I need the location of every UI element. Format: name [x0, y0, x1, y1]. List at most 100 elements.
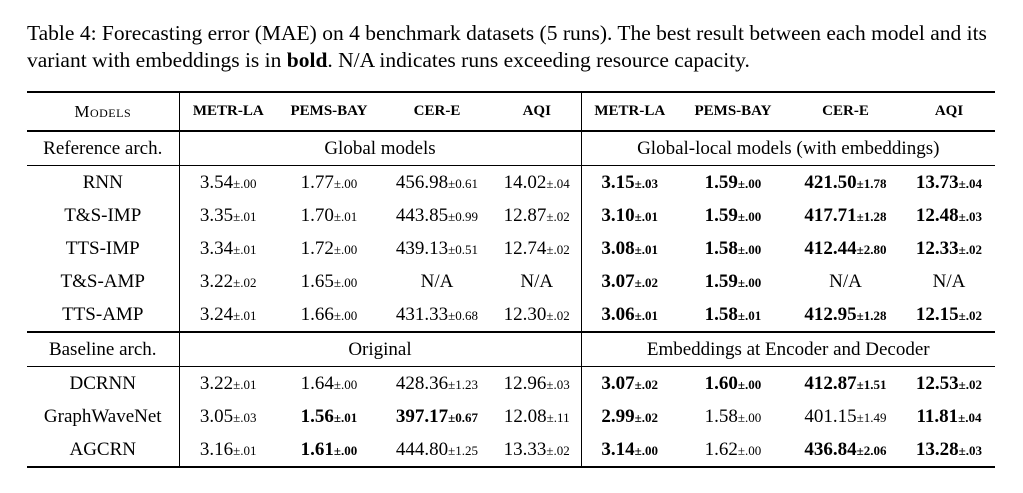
result-std: ±.01	[233, 307, 257, 323]
result-value: 11.81	[916, 405, 959, 427]
result-cell: 14.02±.04	[493, 165, 582, 199]
header-dataset: CER-E	[381, 91, 493, 131]
table-row: GraphWaveNet 3.05±.03 1.56±.01 397.17±0.67 1…	[27, 400, 995, 433]
result-cell: 1.70±.01	[277, 199, 381, 232]
result-std: ±2.80	[856, 241, 887, 257]
result-cell: 3.06±.01	[581, 298, 678, 332]
result-cell: 3.10±.01	[581, 199, 678, 232]
header-dataset: METR-LA	[581, 91, 678, 131]
result-value: 456.98	[395, 171, 449, 193]
result-value: 421.50	[804, 171, 857, 193]
result-std: ±.02	[958, 376, 983, 392]
result-std: ±.01	[737, 307, 762, 323]
result-std: ±.00	[737, 376, 762, 392]
result-cell: 1.65±.00	[277, 265, 381, 298]
result-std: ±.03	[634, 175, 659, 191]
result-value: 12.15	[915, 303, 959, 325]
result-value: N/A	[420, 270, 454, 292]
result-value: 12.30	[503, 303, 547, 325]
result-cell: 12.33±.02	[903, 232, 995, 265]
result-std: ±0.61	[448, 175, 479, 191]
result-value: 439.13	[395, 237, 449, 259]
table-row: AGCRN 3.16±.01 1.61±.00 444.80±1.25 13.33±.0…	[27, 433, 995, 468]
header-dataset: PEMS-BAY	[277, 91, 381, 131]
header-dataset: AQI	[493, 91, 582, 131]
table-row: T&S-AMP 3.22±.02 1.65±.00 N/A N/A 3.07±.02 1.5…	[27, 265, 995, 298]
result-value: 1.59	[704, 204, 738, 226]
result-cell: 3.34±.01	[179, 232, 277, 265]
result-value: 3.07	[601, 270, 635, 292]
result-std: ±1.28	[856, 307, 887, 323]
result-std: ±1.25	[448, 442, 479, 458]
section-right-title: Embeddings at Encoder and Decoder	[581, 331, 995, 367]
result-cell: 1.60±.00	[678, 366, 788, 400]
model-name: TTS-IMP	[27, 232, 180, 265]
result-cell: 11.81±.04	[903, 400, 995, 433]
result-std: ±.00	[737, 241, 762, 257]
header-row: Models METR-LA PEMS-BAY CER-E AQI METR-L…	[27, 91, 995, 131]
result-value: 3.22	[199, 372, 234, 394]
result-std: ±.02	[546, 442, 570, 458]
result-std: ±.01	[233, 208, 257, 224]
result-value: 1.77	[300, 171, 334, 193]
result-cell: 12.53±.02	[903, 366, 995, 400]
result-value: 12.87	[503, 204, 547, 226]
result-value: 13.33	[503, 438, 547, 460]
table-row: T&S-IMP 3.35±.01 1.70±.01 443.85±0.99 12.87±…	[27, 199, 995, 232]
result-value: 1.58	[704, 237, 738, 259]
result-cell: 3.35±.01	[179, 199, 277, 232]
result-value: 3.10	[601, 204, 635, 226]
result-value: 1.61	[300, 438, 334, 460]
result-cell: 428.36±1.23	[381, 366, 493, 400]
result-std: ±1.49	[856, 409, 887, 425]
header-dataset: AQI	[903, 91, 995, 131]
result-value: 3.22	[199, 270, 234, 292]
result-value: 1.60	[704, 372, 738, 394]
caption-bold-word: bold	[286, 48, 328, 72]
result-cell: 401.15±1.49	[788, 400, 903, 433]
result-std: ±1.28	[856, 208, 887, 224]
result-std: ±.00	[333, 175, 358, 191]
result-cell: 3.14±.00	[581, 433, 678, 468]
result-std: ±.01	[233, 376, 257, 392]
result-std: ±.00	[737, 274, 762, 290]
result-value: 13.28	[915, 438, 959, 460]
results-table: Models METR-LA PEMS-BAY CER-E AQI METR-L…	[27, 91, 995, 468]
result-value: 431.33	[395, 303, 449, 325]
result-cell: 436.84±2.06	[788, 433, 903, 468]
result-std: ±.01	[634, 307, 659, 323]
result-cell: 1.56±.01	[277, 400, 381, 433]
result-cell: 444.80±1.25	[381, 433, 493, 468]
result-cell: 12.87±.02	[493, 199, 582, 232]
result-std: ±1.23	[448, 376, 479, 392]
result-std: ±0.68	[448, 307, 479, 323]
result-cell: N/A	[788, 265, 903, 298]
result-cell: 1.64±.00	[277, 366, 381, 400]
result-value: 12.96	[503, 372, 547, 394]
result-cell: 417.71±1.28	[788, 199, 903, 232]
result-std: ±.00	[333, 274, 358, 290]
result-std: ±.01	[333, 409, 358, 425]
result-value: 443.85	[395, 204, 449, 226]
result-cell: 3.22±.02	[179, 265, 277, 298]
result-std: ±.02	[546, 241, 570, 257]
result-std: ±.03	[958, 442, 983, 458]
result-value: 412.87	[804, 372, 857, 394]
result-cell: 1.59±.00	[678, 265, 788, 298]
result-value: 1.58	[704, 405, 738, 427]
result-std: ±.04	[958, 175, 983, 191]
result-value: 3.35	[199, 204, 234, 226]
result-std: ±.02	[634, 274, 659, 290]
result-value: 1.64	[300, 372, 334, 394]
result-std: ±.01	[333, 208, 358, 224]
model-name: DCRNN	[27, 366, 180, 400]
result-std: ±.00	[233, 175, 257, 191]
result-value: 3.14	[601, 438, 635, 460]
result-value: N/A	[932, 270, 966, 292]
result-cell: 3.08±.01	[581, 232, 678, 265]
result-std: ±2.06	[856, 442, 887, 458]
result-value: 1.65	[300, 270, 334, 292]
header-dataset: METR-LA	[179, 91, 277, 131]
result-std: ±.02	[233, 274, 257, 290]
result-value: 1.72	[300, 237, 334, 259]
